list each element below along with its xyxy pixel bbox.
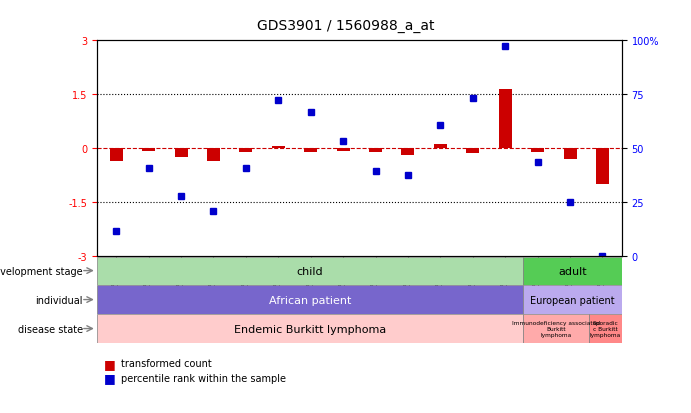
Bar: [97, 315, 524, 343]
Bar: [596, 149, 609, 185]
Text: ■: ■: [104, 357, 115, 370]
Text: percentile rank within the sample: percentile rank within the sample: [121, 373, 286, 383]
Bar: [175, 149, 187, 158]
Bar: [401, 149, 415, 156]
Text: ■: ■: [104, 371, 115, 385]
Text: adult: adult: [558, 266, 587, 276]
Bar: [142, 149, 155, 152]
Bar: [110, 149, 123, 161]
Text: transformed count: transformed count: [121, 358, 211, 368]
Bar: [466, 149, 480, 154]
Bar: [97, 286, 524, 314]
Text: disease state: disease state: [18, 324, 83, 334]
Bar: [589, 315, 622, 343]
Text: Sporadic
c Burkitt
lymphoma: Sporadic c Burkitt lymphoma: [590, 320, 621, 337]
Bar: [499, 90, 511, 149]
Bar: [531, 149, 544, 153]
Text: Endemic Burkitt lymphoma: Endemic Burkitt lymphoma: [234, 324, 386, 334]
Text: GDS3901 / 1560988_a_at: GDS3901 / 1560988_a_at: [257, 19, 434, 33]
Bar: [524, 257, 622, 285]
Bar: [337, 149, 350, 152]
Bar: [239, 149, 252, 153]
Bar: [97, 257, 524, 285]
Bar: [524, 286, 622, 314]
Text: European patient: European patient: [531, 295, 615, 305]
Bar: [272, 147, 285, 149]
Text: African patient: African patient: [269, 295, 351, 305]
Bar: [524, 315, 589, 343]
Bar: [207, 149, 220, 161]
Bar: [304, 149, 317, 152]
Bar: [564, 149, 576, 159]
Bar: [369, 149, 382, 153]
Text: development stage: development stage: [0, 266, 83, 276]
Bar: [434, 145, 447, 149]
Text: Immunodeficiency associated
Burkitt
lymphoma: Immunodeficiency associated Burkitt lymp…: [512, 320, 600, 337]
Text: child: child: [296, 266, 323, 276]
Text: individual: individual: [35, 295, 83, 305]
